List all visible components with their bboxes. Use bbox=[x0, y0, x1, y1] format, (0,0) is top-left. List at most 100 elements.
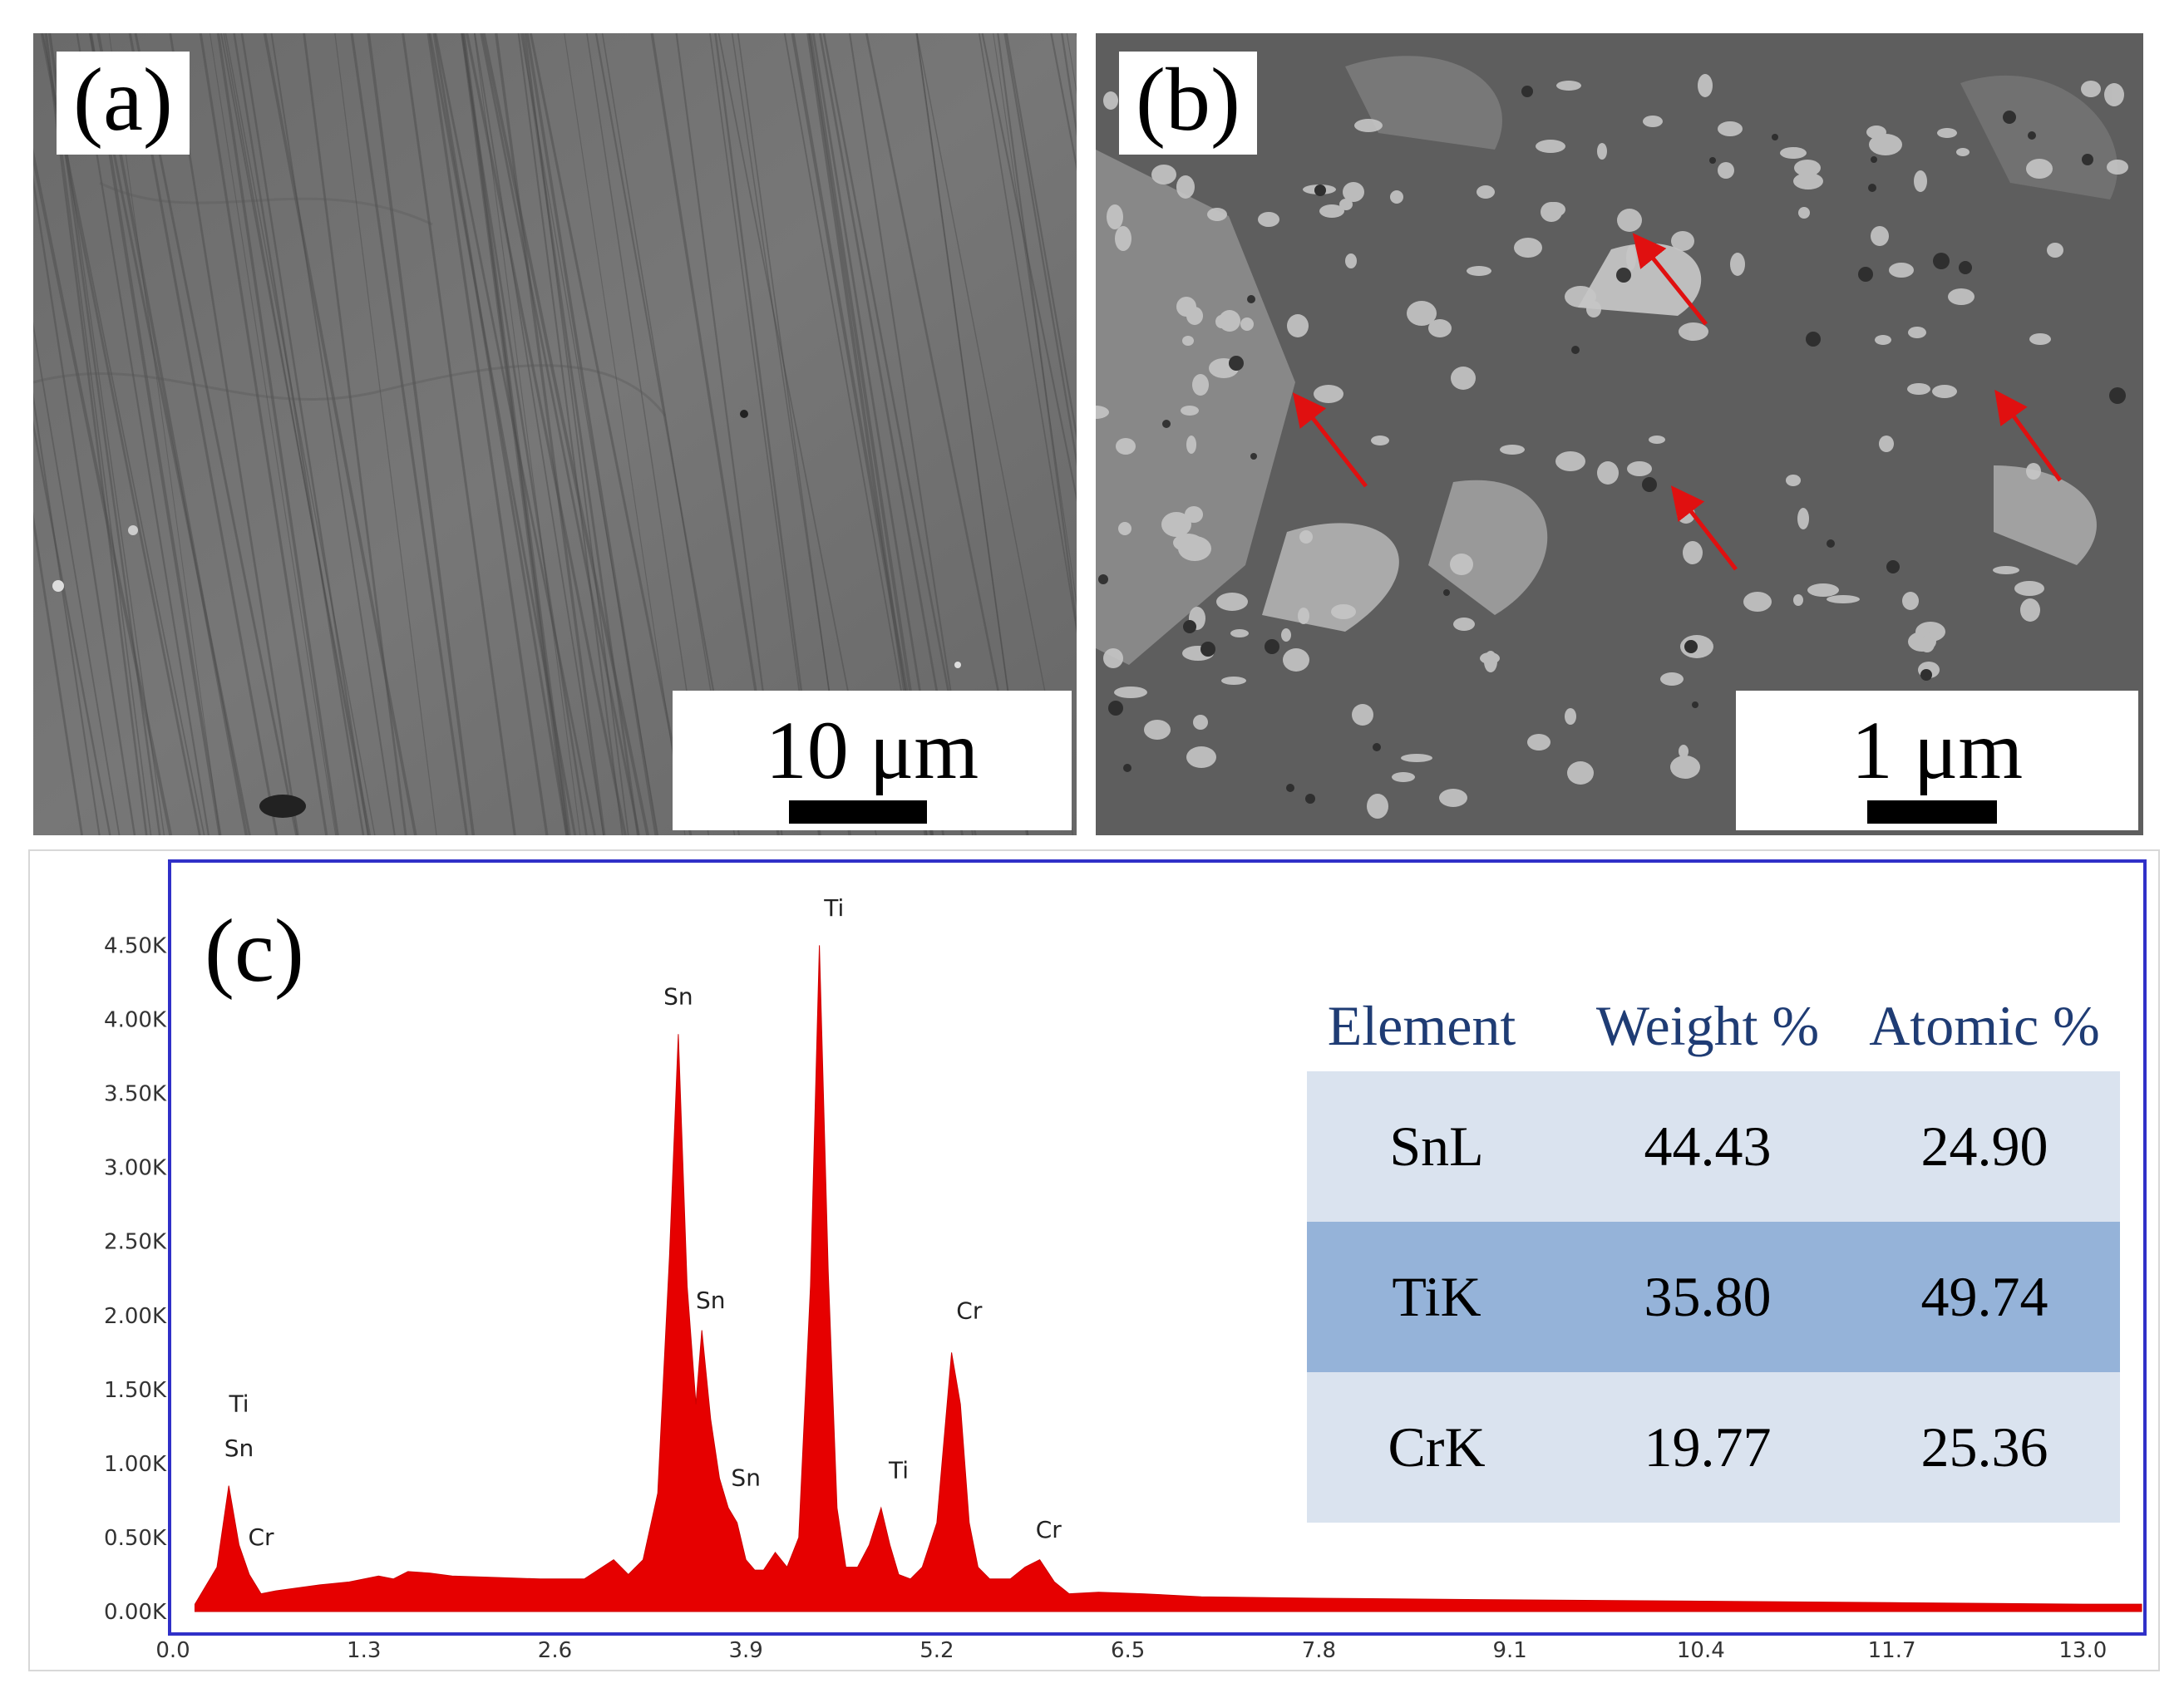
precipitate-particle bbox=[1331, 604, 1356, 619]
precipitate-particle bbox=[1114, 687, 1147, 698]
scratch-line bbox=[33, 175, 136, 835]
precipitate-particle bbox=[1428, 319, 1452, 337]
y-tick-label: 1.00K bbox=[104, 1452, 167, 1477]
precipitate-particle bbox=[1367, 794, 1388, 819]
scratch-line bbox=[88, 33, 251, 835]
pore bbox=[2028, 131, 2036, 140]
spectrum-area bbox=[194, 945, 2142, 1612]
precipitate-particle bbox=[1679, 745, 1689, 758]
precipitate-particle bbox=[1371, 436, 1389, 445]
scale-bar-b: 1 μm bbox=[1736, 691, 2138, 830]
precipitate-particle bbox=[1480, 652, 1500, 664]
precipitate-particle bbox=[1827, 595, 1860, 603]
peak-label: Cr bbox=[956, 1297, 983, 1324]
peak-label: Ti bbox=[888, 1457, 909, 1484]
precipitate-particle bbox=[1879, 436, 1894, 452]
eds-spectrum-chart: 0.00K 0.50K 1.00K 1.50K 2.00K 2.50K 3.00K 3.50K… bbox=[104, 859, 2147, 1663]
precipitate-particle bbox=[1287, 314, 1309, 337]
precipitate-particle bbox=[1345, 253, 1357, 268]
pore bbox=[1772, 134, 1778, 140]
header-element: Element bbox=[1327, 993, 1516, 1057]
pore bbox=[1959, 261, 1972, 274]
y-tick-label: 1.50K bbox=[104, 1378, 167, 1403]
precipitate-particle bbox=[1193, 715, 1208, 730]
sem-image-b: (b) 1 μm bbox=[1096, 33, 2143, 835]
precipitate-particle bbox=[1794, 160, 1821, 176]
precipitate-particle bbox=[1807, 583, 1839, 597]
scale-text-b: 1 μm bbox=[1851, 704, 2024, 796]
pore bbox=[2109, 387, 2126, 404]
pore bbox=[1250, 453, 1257, 460]
scratch-line bbox=[428, 33, 577, 835]
precipitate-particle bbox=[1527, 734, 1550, 751]
precipitate-particle bbox=[1743, 592, 1772, 612]
x-tick-label: 11.7 bbox=[1868, 1638, 1916, 1663]
precipitate-particle bbox=[1500, 445, 1525, 455]
precipitate-particle bbox=[1932, 385, 1957, 398]
red-arrow bbox=[1292, 392, 1368, 488]
precipitate-particle bbox=[1354, 119, 1383, 132]
precipitate-particle bbox=[1671, 231, 1694, 251]
y-tick-label: 3.50K bbox=[104, 1082, 167, 1107]
precipitate-particle bbox=[1780, 147, 1807, 159]
precipitate-particle bbox=[1556, 81, 1581, 91]
cell-element: CrK bbox=[1388, 1415, 1486, 1479]
composition-table: Element Weight % Atomic % SnL 44.43 24.9… bbox=[1277, 980, 2120, 1523]
scale-line-a bbox=[789, 800, 927, 824]
scratch-line bbox=[169, 33, 299, 835]
scratch-line bbox=[33, 148, 173, 835]
precipitate-particle bbox=[1649, 436, 1665, 444]
x-tick-label: 0.0 bbox=[155, 1638, 190, 1663]
x-tick-label: 1.3 bbox=[347, 1638, 381, 1663]
precipitate-particle bbox=[2047, 243, 2063, 258]
scratch-line bbox=[263, 33, 417, 835]
precipitate-particle bbox=[1643, 116, 1663, 127]
scratch-line bbox=[44, 33, 148, 835]
x-tick-label: 2.6 bbox=[538, 1638, 572, 1663]
precipitate-particle bbox=[1392, 772, 1415, 782]
precipitate-particle bbox=[1993, 566, 2019, 574]
scratch-line bbox=[474, 33, 605, 835]
precipitate-particle bbox=[1161, 512, 1191, 537]
scratch-line bbox=[481, 33, 649, 835]
precipitate-particle bbox=[1683, 541, 1703, 564]
precipitate-particle bbox=[1793, 594, 1803, 606]
peak-label: Sn bbox=[663, 983, 693, 1011]
precipitate-particle bbox=[1567, 761, 1594, 785]
scratch-line bbox=[47, 33, 161, 835]
scratch-line bbox=[49, 33, 165, 835]
peak-label: Cr bbox=[1036, 1516, 1062, 1543]
scratch-line bbox=[517, 33, 624, 835]
panel-label-b: (b) bbox=[1119, 52, 1257, 155]
precipitate-particle bbox=[1626, 245, 1636, 270]
pore bbox=[1920, 669, 1932, 681]
table-row: TiK 35.80 49.74 bbox=[1307, 1222, 2120, 1372]
scratch-line bbox=[46, 33, 152, 835]
y-tick-label: 2.00K bbox=[104, 1304, 167, 1329]
scratch-line bbox=[76, 33, 210, 835]
pore bbox=[1314, 185, 1326, 196]
precipitate-particle bbox=[1151, 165, 1176, 185]
scale-bar-a: 10 μm bbox=[673, 691, 1072, 830]
cell-element: SnL bbox=[1389, 1115, 1484, 1178]
scratch-line bbox=[524, 33, 629, 835]
precipitate-particle bbox=[1871, 226, 1889, 246]
precipitate-particle bbox=[1230, 629, 1249, 637]
precipitate-particle bbox=[1451, 367, 1476, 390]
scratch-line bbox=[89, 33, 222, 835]
precipitate-particle bbox=[1299, 530, 1313, 544]
precipitate-particle bbox=[2107, 160, 2128, 175]
scratch-line bbox=[240, 33, 370, 835]
precipitate-particle bbox=[1617, 209, 1642, 232]
y-tick-label: 0.50K bbox=[104, 1526, 167, 1551]
x-tick-label: 9.1 bbox=[1492, 1638, 1526, 1663]
precipitate-particle bbox=[1186, 307, 1203, 325]
pore bbox=[1098, 574, 1108, 584]
pore bbox=[2082, 154, 2093, 165]
scratch-line bbox=[33, 511, 83, 835]
red-arrow bbox=[1670, 485, 1738, 571]
precipitate-particle bbox=[1219, 310, 1240, 332]
cell-weight: 44.43 bbox=[1644, 1115, 1772, 1178]
pore bbox=[1183, 620, 1196, 633]
red-arrows bbox=[1292, 233, 2063, 571]
